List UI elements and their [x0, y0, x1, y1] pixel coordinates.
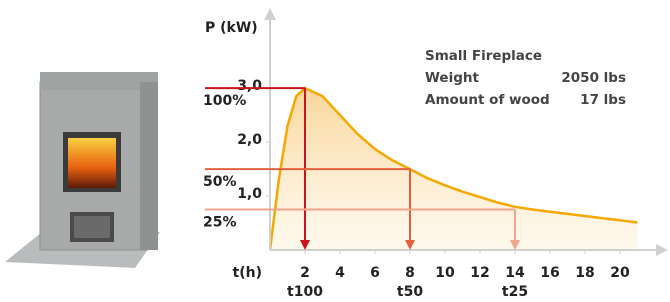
level-label: 25% [203, 215, 237, 231]
y-axis-title: P (kW) [205, 20, 258, 36]
time-label: t50 [397, 284, 423, 300]
info-value: 2050 lbs [561, 70, 626, 86]
x-tick-label: 4 [335, 265, 345, 281]
info-value: 17 lbs [580, 92, 626, 108]
level-label: 50% [203, 174, 237, 190]
x-tick-label: 20 [610, 265, 630, 281]
x-tick-label: 14 [505, 265, 525, 281]
x-tick-label: 16 [540, 265, 559, 281]
info-title: Small Fireplace [425, 48, 542, 64]
y-tick-label: 2,0 [237, 132, 262, 148]
x-axis-arrow [656, 244, 668, 256]
y-axis-arrow [264, 8, 276, 20]
x-tick-label: 6 [370, 265, 380, 281]
x-tick-label: 2 [300, 265, 310, 281]
x-tick-label: 12 [470, 265, 489, 281]
y-tick-label: 1,0 [237, 186, 262, 202]
y-tick-label: 3,0 [237, 78, 262, 94]
info-label: Amount of wood [425, 92, 550, 108]
level-label: 100% [203, 93, 246, 109]
x-tick-label: 18 [575, 265, 594, 281]
time-label: t100 [287, 284, 323, 300]
time-label: t25 [502, 284, 528, 300]
x-tick-label: 10 [435, 265, 455, 281]
x-tick-label: 8 [405, 265, 415, 281]
info-label: Weight [425, 70, 479, 86]
chart: P (kW) t(h) Small Fireplace Weight 2050 … [0, 0, 670, 302]
x-axis-title: t(h) [233, 265, 262, 281]
fireplace-illustration [5, 72, 160, 268]
